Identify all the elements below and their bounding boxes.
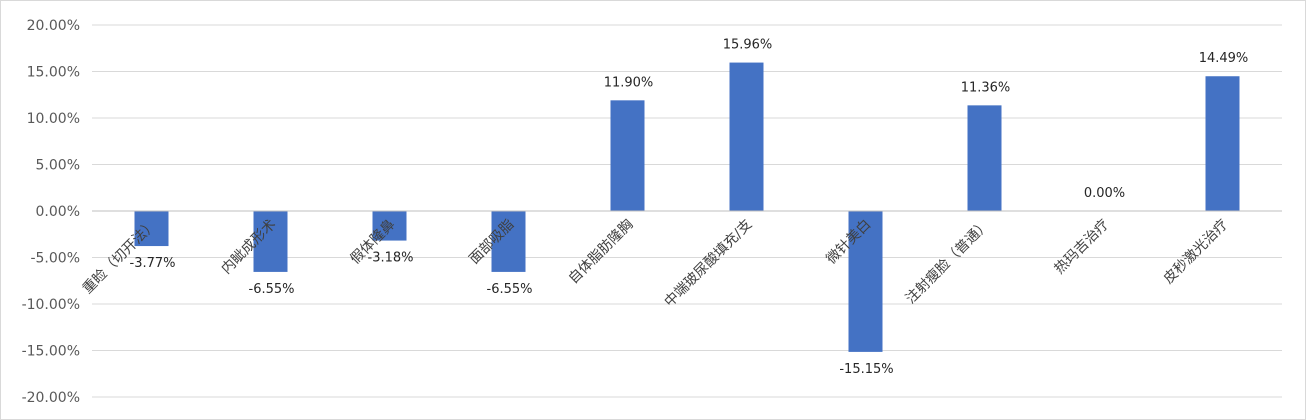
y-tick-label: 15.00% xyxy=(27,65,80,81)
y-tick-label: -5.00% xyxy=(30,251,80,267)
data-labels: -3.77% -6.55% -3.18% -6.55% 11.90% 15.96% -15.… xyxy=(130,38,1249,377)
y-tick-label: -15.00% xyxy=(22,344,80,360)
category-label: 注射瘦脸（普通） xyxy=(902,216,993,307)
y-axis-tick-labels: 20.00% 15.00% 10.00% 5.00% 0.00% -5.00% -10.00… xyxy=(22,18,80,406)
y-tick-label: 20.00% xyxy=(27,18,80,34)
bar xyxy=(372,211,407,241)
data-label: 0.00% xyxy=(1084,186,1125,201)
bar xyxy=(610,100,645,211)
bar xyxy=(967,105,1002,211)
data-label: 11.36% xyxy=(961,80,1011,95)
data-label: 14.49% xyxy=(1199,51,1249,66)
data-label: -3.77% xyxy=(130,256,176,271)
bar xyxy=(491,211,526,272)
y-tick-label: 5.00% xyxy=(36,158,80,174)
bar xyxy=(253,211,288,272)
category-label: 热玛吉治疗 xyxy=(1052,217,1113,278)
category-label: 自体脂肪隆胸 xyxy=(566,217,637,288)
bars xyxy=(134,62,1240,352)
bar xyxy=(134,211,169,247)
y-tick-label: 10.00% xyxy=(27,111,80,127)
y-tick-label: -20.00% xyxy=(22,390,80,406)
bar xyxy=(1205,76,1240,211)
data-label: -3.18% xyxy=(368,251,414,266)
data-label: 11.90% xyxy=(604,75,654,90)
data-label: -15.15% xyxy=(839,362,893,377)
data-label: -6.55% xyxy=(487,282,533,297)
data-label: 15.96% xyxy=(723,38,773,53)
category-label: 皮秒激光治疗 xyxy=(1160,216,1231,287)
bar xyxy=(848,211,883,352)
category-label: 中端玻尿酸填充/支 xyxy=(661,217,755,311)
y-tick-label: 0.00% xyxy=(36,204,80,220)
data-label: -6.55% xyxy=(249,282,295,297)
y-tick-label: -10.00% xyxy=(22,297,80,313)
bar xyxy=(729,62,764,212)
